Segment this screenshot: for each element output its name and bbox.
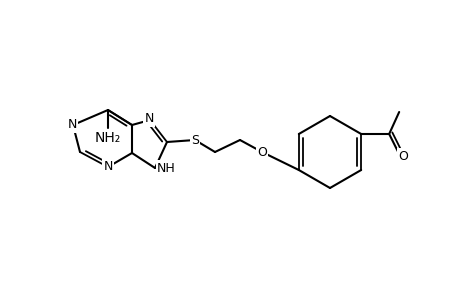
Text: N: N [103,160,112,172]
Text: NH: NH [157,161,175,175]
Text: N: N [67,118,77,131]
Text: N: N [144,112,153,125]
Text: O: O [257,146,266,158]
Text: NH₂: NH₂ [95,131,121,145]
Text: S: S [190,134,199,146]
Text: O: O [397,149,407,163]
